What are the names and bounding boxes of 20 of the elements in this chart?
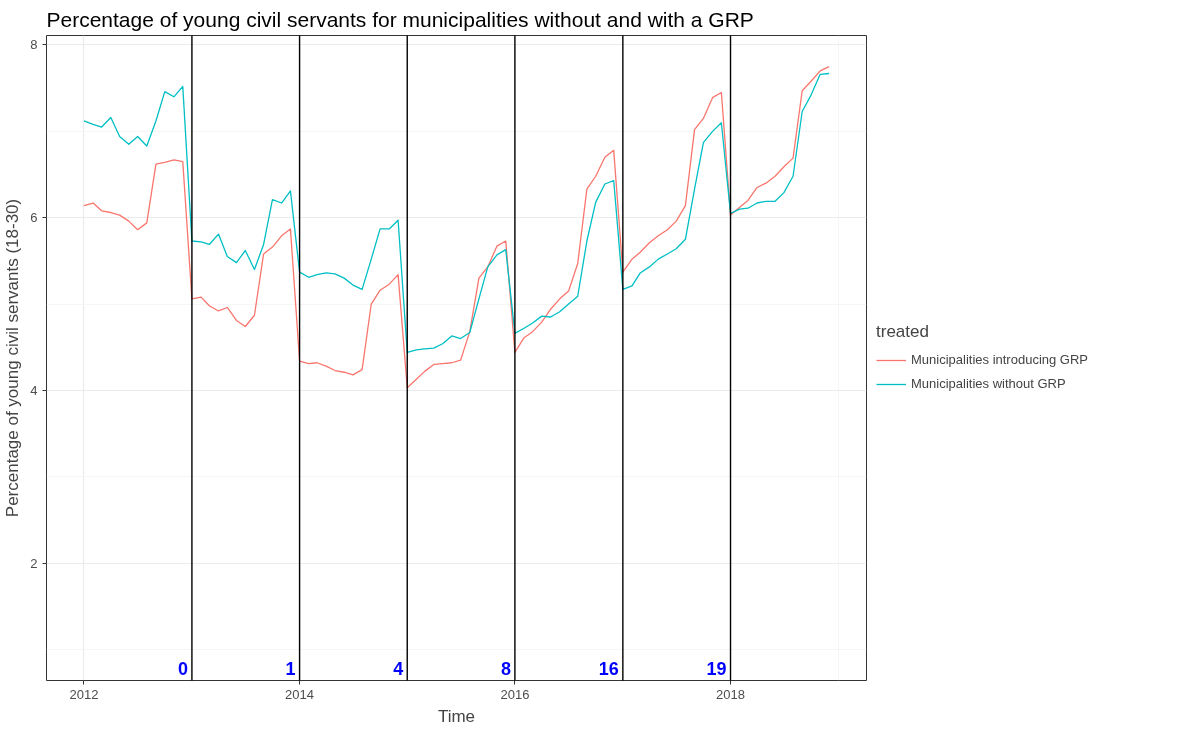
ref-line-label: 8 (500, 658, 511, 679)
legend-title: treated (876, 321, 930, 342)
ref-line-label: 19 (706, 658, 727, 679)
legend-label: Municipalities without GRP (911, 376, 1066, 391)
ref-line-label: 16 (598, 658, 619, 679)
ref-line-label: 0 (177, 658, 188, 679)
y-tick-label: 2 (30, 555, 38, 571)
ref-line-label: 1 (285, 658, 296, 679)
x-tick-label: 2012 (69, 686, 99, 702)
x-tick-label: 2016 (500, 686, 530, 702)
x-axis-title: Time (437, 706, 476, 726)
ref-line-label: 4 (393, 658, 404, 679)
y-axis-title: Percentage of young civil servants (18-30) (3, 198, 23, 518)
x-tick-label: 2014 (285, 686, 315, 702)
chart-title: Percentage of young civil servants for municipalities without and with a GRP (46, 7, 754, 31)
y-tick-label: 6 (30, 210, 38, 226)
legend-label: Municipalities introducing GRP (911, 352, 1089, 367)
x-tick-label: 2018 (716, 686, 745, 702)
y-tick-label: 8 (30, 37, 38, 53)
y-tick-label: 4 (30, 382, 38, 398)
